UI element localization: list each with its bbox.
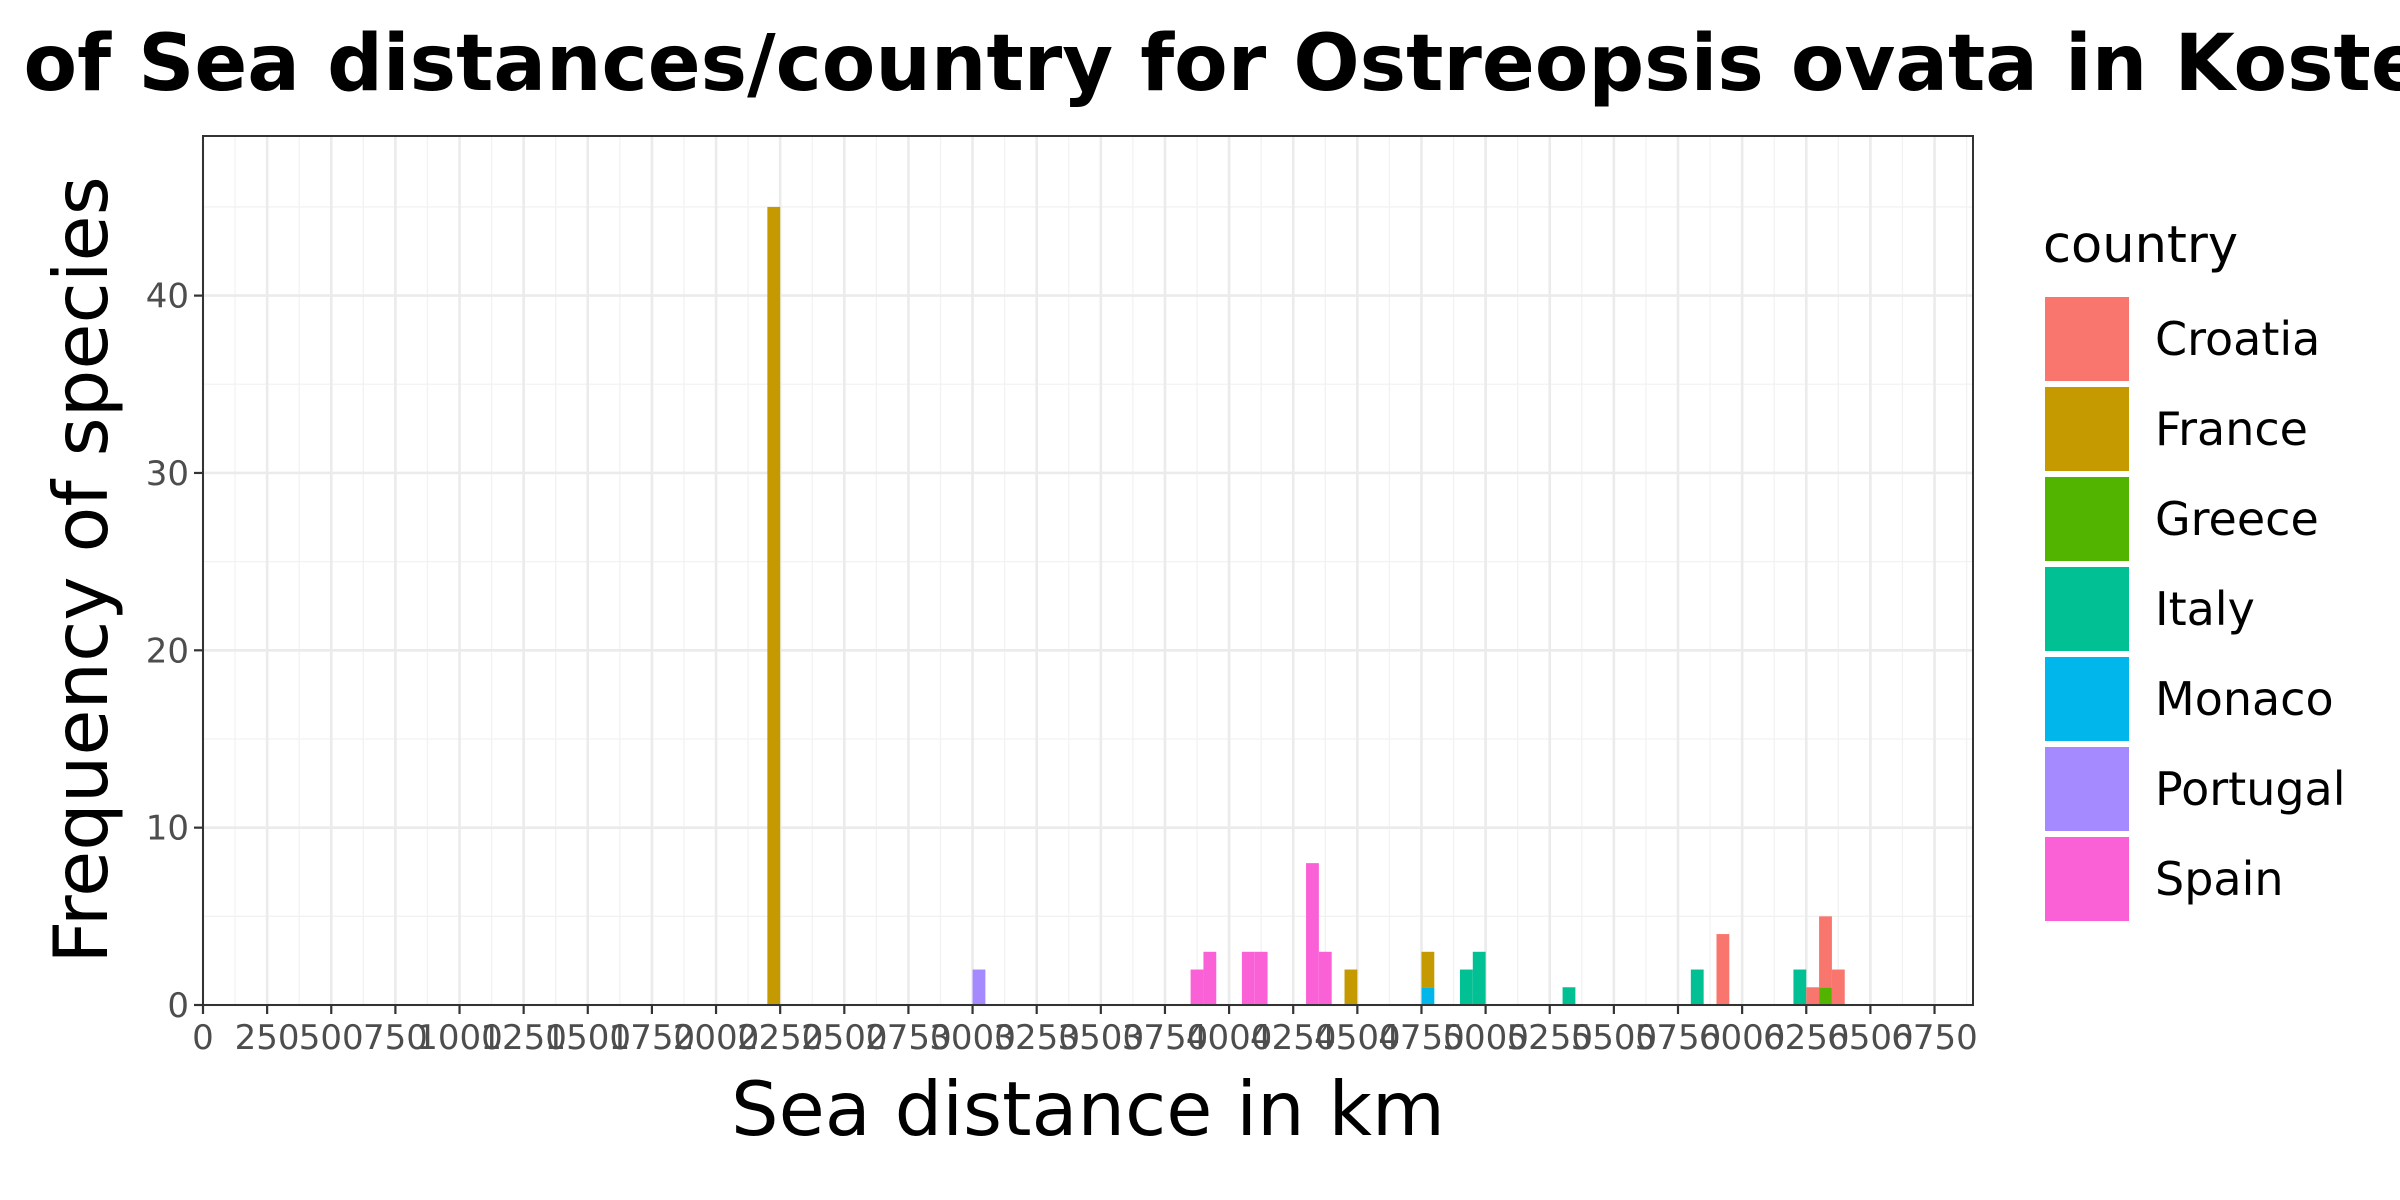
x-axis-ticks: 0 250 500 750100012501500175020002250250027… bbox=[192, 1005, 1978, 1058]
x-tick-label: 5000 bbox=[1442, 1018, 1529, 1058]
bars bbox=[767, 206, 1845, 1005]
x-tick-label: 1000 bbox=[416, 1018, 503, 1058]
x-tick-label: 2250 bbox=[737, 1018, 824, 1058]
x-tick-label: 4750 bbox=[1378, 1018, 1465, 1058]
bar-croatia bbox=[1831, 969, 1845, 1005]
legend-items: Croatia France Greece Italy Monaco Portugal Sp… bbox=[2045, 297, 2346, 921]
bar-france bbox=[1344, 969, 1358, 1005]
x-tick-label: 4500 bbox=[1314, 1018, 1401, 1058]
x-tick-label: 6250 bbox=[1763, 1018, 1850, 1058]
x-tick-label: 750 bbox=[363, 1018, 428, 1058]
legend-label-italy: Italy bbox=[2155, 582, 2255, 636]
x-tick-label: 0 bbox=[192, 1018, 214, 1058]
x-tick-label: 4250 bbox=[1250, 1018, 1337, 1058]
y-axis-title: Frequency of species bbox=[37, 176, 125, 964]
plot-panel-border bbox=[202, 135, 1974, 1006]
bar-italy bbox=[1472, 951, 1486, 1005]
bar-france bbox=[767, 206, 781, 1005]
y-tick-label: 20 bbox=[146, 631, 189, 671]
x-tick-label: 6500 bbox=[1827, 1018, 1914, 1058]
bar-croatia bbox=[1716, 934, 1730, 1005]
legend-label-portugal: Portugal bbox=[2155, 762, 2346, 816]
legend-key-greece bbox=[2045, 477, 2129, 561]
bar-spain bbox=[1318, 951, 1332, 1005]
y-tick-label: 0 bbox=[167, 986, 189, 1026]
x-tick-label: 1250 bbox=[480, 1018, 567, 1058]
bar-france bbox=[1421, 951, 1435, 988]
y-tick-label: 30 bbox=[146, 454, 189, 494]
x-tick-label: 5500 bbox=[1571, 1018, 1658, 1058]
x-tick-label: 1750 bbox=[609, 1018, 696, 1058]
x-tick-label: 3750 bbox=[1122, 1018, 1209, 1058]
x-tick-label: 6750 bbox=[1891, 1018, 1978, 1058]
y-tick-label: 10 bbox=[146, 809, 189, 849]
y-axis-ticks: 0 10 20 30 40 bbox=[146, 277, 203, 1026]
x-tick-label: 6000 bbox=[1699, 1018, 1786, 1058]
bar-spain bbox=[1241, 951, 1255, 1005]
x-axis-title: Sea distance in km bbox=[731, 1065, 1445, 1153]
x-tick-label: 5250 bbox=[1506, 1018, 1593, 1058]
bar-portugal bbox=[972, 969, 986, 1005]
bar-italy bbox=[1793, 969, 1807, 1005]
legend-key-croatia bbox=[2045, 297, 2129, 381]
legend-key-spain bbox=[2045, 837, 2129, 921]
legend-key-portugal bbox=[2045, 747, 2129, 831]
plot-panel bbox=[203, 136, 1973, 1005]
grid-minor bbox=[203, 136, 1973, 1005]
legend-label-monaco: Monaco bbox=[2155, 672, 2334, 726]
legend-label-spain: Spain bbox=[2155, 852, 2284, 906]
x-tick-label: 500 bbox=[299, 1018, 364, 1058]
bar-italy bbox=[1459, 969, 1473, 1005]
legend-label-croatia: Croatia bbox=[2155, 312, 2320, 366]
x-tick-label: 3000 bbox=[929, 1018, 1016, 1058]
x-tick-label: 3250 bbox=[993, 1018, 1080, 1058]
bar-italy bbox=[1690, 969, 1704, 1005]
legend-label-greece: Greece bbox=[2155, 492, 2319, 546]
bar-croatia bbox=[1819, 916, 1832, 988]
bar-spain bbox=[1254, 951, 1268, 1005]
legend-key-france bbox=[2045, 387, 2129, 471]
y-tick-label: 40 bbox=[146, 277, 189, 317]
bar-croatia bbox=[1806, 987, 1820, 1005]
x-tick-label: 5750 bbox=[1635, 1018, 1722, 1058]
x-tick-label: 4000 bbox=[1186, 1018, 1273, 1058]
legend-key-monaco bbox=[2045, 657, 2129, 741]
x-tick-label: 2500 bbox=[801, 1018, 888, 1058]
x-tick-label: 2000 bbox=[673, 1018, 760, 1058]
bar-spain bbox=[1306, 863, 1319, 1005]
x-tick-label: 250 bbox=[235, 1018, 300, 1058]
legend-label-france: France bbox=[2155, 402, 2308, 456]
bar-greece bbox=[1819, 987, 1832, 1005]
chart-title: Frequencies of Sea distances/country for… bbox=[0, 19, 2400, 109]
bar-spain bbox=[1203, 951, 1217, 1005]
legend-title: country bbox=[2043, 216, 2238, 275]
legend-key-italy bbox=[2045, 567, 2129, 651]
x-tick-label: 1500 bbox=[545, 1018, 632, 1058]
bar-monaco bbox=[1421, 987, 1435, 1005]
bar-italy bbox=[1562, 987, 1576, 1005]
x-tick-label: 2750 bbox=[865, 1018, 952, 1058]
x-tick-label: 3500 bbox=[1058, 1018, 1145, 1058]
bar-spain bbox=[1190, 969, 1204, 1005]
legend: country Croatia France Greece Italy Monaco Po… bbox=[2043, 216, 2346, 921]
